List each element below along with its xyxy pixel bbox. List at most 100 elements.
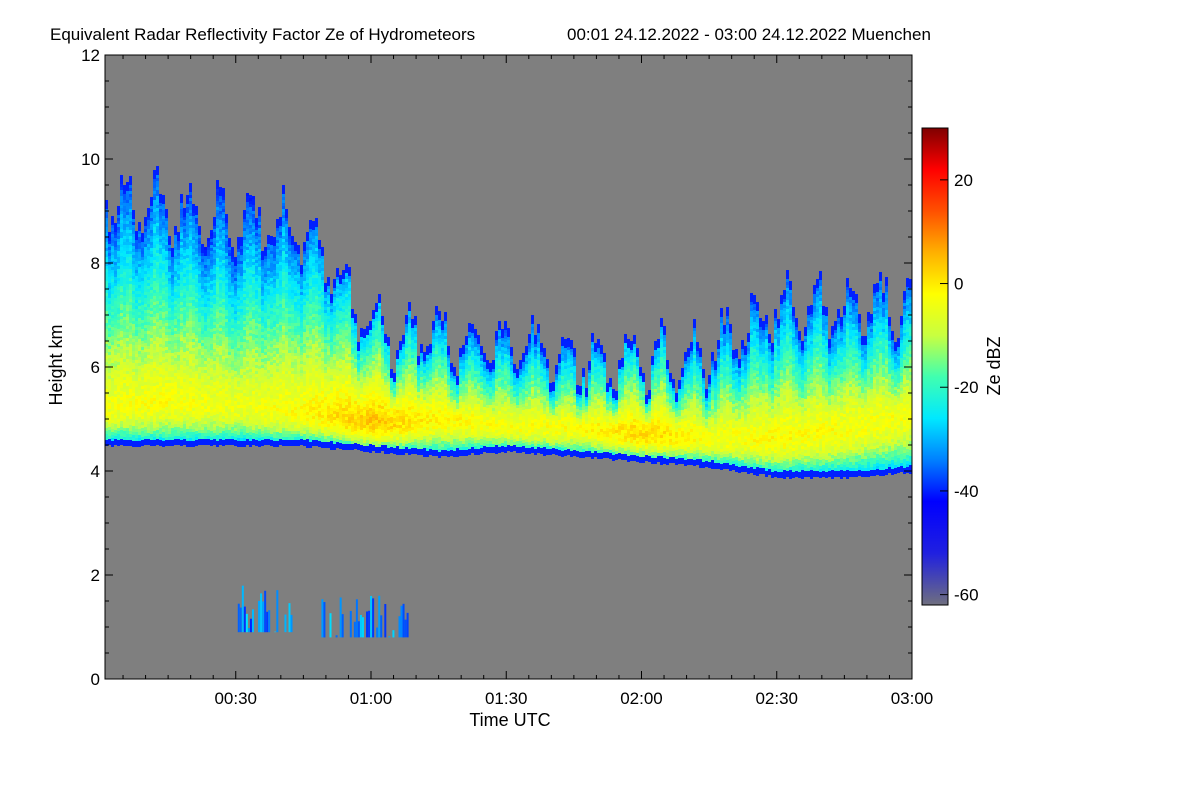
heatmap-cell — [117, 317, 120, 320]
heatmap-cell — [177, 232, 180, 235]
heatmap-cell — [126, 434, 129, 437]
heatmap-cell — [282, 434, 285, 437]
heatmap-cell — [210, 272, 213, 275]
heatmap-cell — [204, 310, 207, 313]
heatmap-cell — [252, 367, 255, 370]
heatmap-cell — [147, 427, 150, 430]
heatmap-cell — [228, 346, 231, 349]
heatmap-cell — [210, 260, 213, 263]
heatmap-cell — [294, 383, 297, 386]
heatmap-cell — [267, 379, 270, 382]
heatmap-cell — [114, 391, 117, 394]
heatmap-cell — [174, 316, 177, 319]
heatmap-cell — [165, 431, 168, 434]
heatmap-cell — [291, 281, 294, 284]
heatmap-cell — [171, 263, 174, 266]
heatmap-cell — [225, 262, 228, 265]
heatmap-cell — [279, 412, 282, 415]
heatmap-cell — [204, 307, 207, 310]
heatmap-cell — [123, 254, 126, 257]
heatmap-cell — [204, 271, 207, 274]
heatmap-cell — [138, 315, 141, 318]
heatmap-cell — [213, 379, 216, 382]
heatmap-cell — [108, 433, 111, 436]
heatmap-cell — [186, 399, 189, 402]
heatmap-cell — [204, 394, 207, 397]
heatmap-cell — [228, 325, 231, 328]
heatmap-cell — [129, 221, 132, 224]
heatmap-cell — [156, 340, 159, 343]
heatmap-cell — [159, 344, 162, 347]
heatmap-cell — [192, 234, 195, 237]
heatmap-cell — [213, 283, 216, 286]
heatmap-cell — [117, 236, 120, 239]
heatmap-cell — [156, 184, 159, 187]
heatmap-cell — [252, 412, 255, 415]
heatmap-cell — [174, 343, 177, 346]
heatmap-cell — [225, 442, 228, 445]
heatmap-cell — [249, 357, 252, 360]
heatmap-cell — [219, 217, 222, 220]
heatmap-cell — [234, 389, 237, 392]
heatmap-cell — [294, 275, 297, 278]
heatmap-cell — [243, 315, 246, 318]
heatmap-cell — [174, 349, 177, 352]
heatmap-cell — [165, 416, 168, 419]
heatmap-cell — [120, 334, 123, 337]
heatmap-cell — [228, 244, 231, 247]
heatmap-cell — [270, 344, 273, 347]
heatmap-cell — [243, 342, 246, 345]
heatmap-cell — [150, 401, 153, 404]
heatmap-cell — [255, 341, 258, 344]
heatmap-cell — [276, 228, 279, 231]
heatmap-cell — [213, 307, 216, 310]
heatmap-cell — [276, 408, 279, 411]
heatmap-cell — [108, 304, 111, 307]
heatmap-cell — [171, 356, 174, 359]
heatmap-cell — [168, 440, 171, 443]
heatmap-cell — [282, 410, 285, 413]
heatmap-cell — [153, 218, 156, 221]
heatmap-cell — [165, 413, 168, 416]
heatmap-cell — [132, 294, 135, 297]
heatmap-cell — [246, 220, 249, 223]
heatmap-cell — [144, 313, 147, 316]
heatmap-cell — [150, 422, 153, 425]
heatmap-cell — [201, 322, 204, 325]
heatmap-cell — [276, 264, 279, 267]
heatmap-cell — [219, 205, 222, 208]
heatmap-cell — [258, 219, 261, 222]
heatmap-cell — [282, 401, 285, 404]
heatmap-cell — [186, 210, 189, 213]
heatmap-cell — [198, 388, 201, 391]
heatmap-cell — [132, 417, 135, 420]
heatmap-cell — [273, 372, 276, 375]
heatmap-cell — [219, 310, 222, 313]
heatmap-cell — [141, 314, 144, 317]
heatmap-cell — [228, 301, 231, 304]
heatmap-cell — [180, 200, 183, 203]
heatmap-cell — [177, 283, 180, 286]
heatmap-cell — [129, 260, 132, 263]
heatmap-cell — [249, 210, 252, 213]
heatmap-cell — [114, 244, 117, 247]
heatmap-cell — [117, 347, 120, 350]
heatmap-cell — [183, 289, 186, 292]
heatmap-cell — [195, 413, 198, 416]
heatmap-cell — [162, 261, 165, 264]
heatmap-cell — [240, 297, 243, 300]
heatmap-cell — [180, 347, 183, 350]
heatmap-cell — [120, 247, 123, 250]
heatmap-cell — [135, 330, 138, 333]
heatmap-cell — [255, 308, 258, 311]
heatmap-cell — [219, 289, 222, 292]
heatmap-cell — [135, 258, 138, 261]
heatmap-cell — [267, 337, 270, 340]
heatmap-cell — [282, 287, 285, 290]
heatmap-cell — [285, 410, 288, 413]
heatmap-cell — [180, 419, 183, 422]
heatmap-cell — [186, 204, 189, 207]
heatmap-cell — [189, 189, 192, 192]
heatmap-cell — [243, 372, 246, 375]
heatmap-cell — [291, 329, 294, 332]
